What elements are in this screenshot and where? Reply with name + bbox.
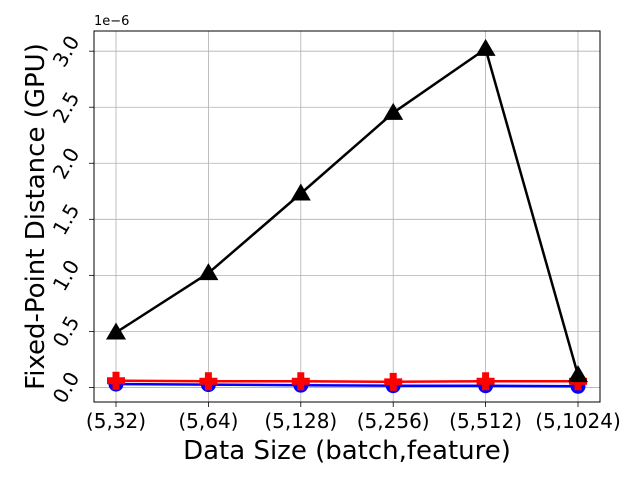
- y-tick-label: 0.0: [48, 368, 85, 408]
- data-point: [198, 263, 219, 281]
- y-tick-label: 1.5: [48, 200, 85, 240]
- data-point: [199, 372, 218, 391]
- data-point: [476, 372, 495, 391]
- y-tick-label: 2.5: [48, 87, 85, 127]
- y-tick-label: 1.0: [48, 256, 85, 296]
- axis-ticks: (5,32) (5,64) (5,128) (5,256) (5,512) (5,1024…: [48, 31, 621, 433]
- data-point: [290, 183, 311, 201]
- y-tick-label: 3.0: [48, 31, 85, 71]
- series-plus: [107, 371, 587, 391]
- x-tick-label: (5,64): [178, 409, 238, 433]
- x-tick-label: (5,128): [264, 409, 337, 433]
- x-tick-label: (5,32): [86, 409, 146, 433]
- y-scale-label: 1e−6: [94, 14, 129, 29]
- data-point: [475, 38, 496, 56]
- data-point: [291, 372, 310, 391]
- y-axis-title: Fixed-Point Distance (GPU): [21, 43, 51, 390]
- plot-frame: [93, 30, 601, 403]
- x-tick-label: (5,1024): [535, 409, 621, 433]
- data-point: [568, 365, 588, 383]
- series-line: [115, 382, 579, 388]
- x-tick-label: (5,256): [357, 409, 430, 433]
- x-tick-label: (5,512): [449, 409, 522, 433]
- series-line: [115, 379, 578, 384]
- grid-lines: [94, 31, 600, 402]
- data-point: [107, 371, 125, 390]
- data-point: [106, 322, 126, 340]
- series-group: [106, 38, 588, 394]
- series-circle: [108, 376, 586, 394]
- data-point: [384, 372, 403, 391]
- series-line: [115, 47, 580, 376]
- series-triangle: [106, 38, 588, 383]
- x-axis-title: Data Size (batch,feature): [183, 436, 511, 466]
- y-tick-label: 0.5: [48, 312, 85, 352]
- data-point: [383, 102, 404, 120]
- y-tick-label: 2.0: [48, 143, 85, 183]
